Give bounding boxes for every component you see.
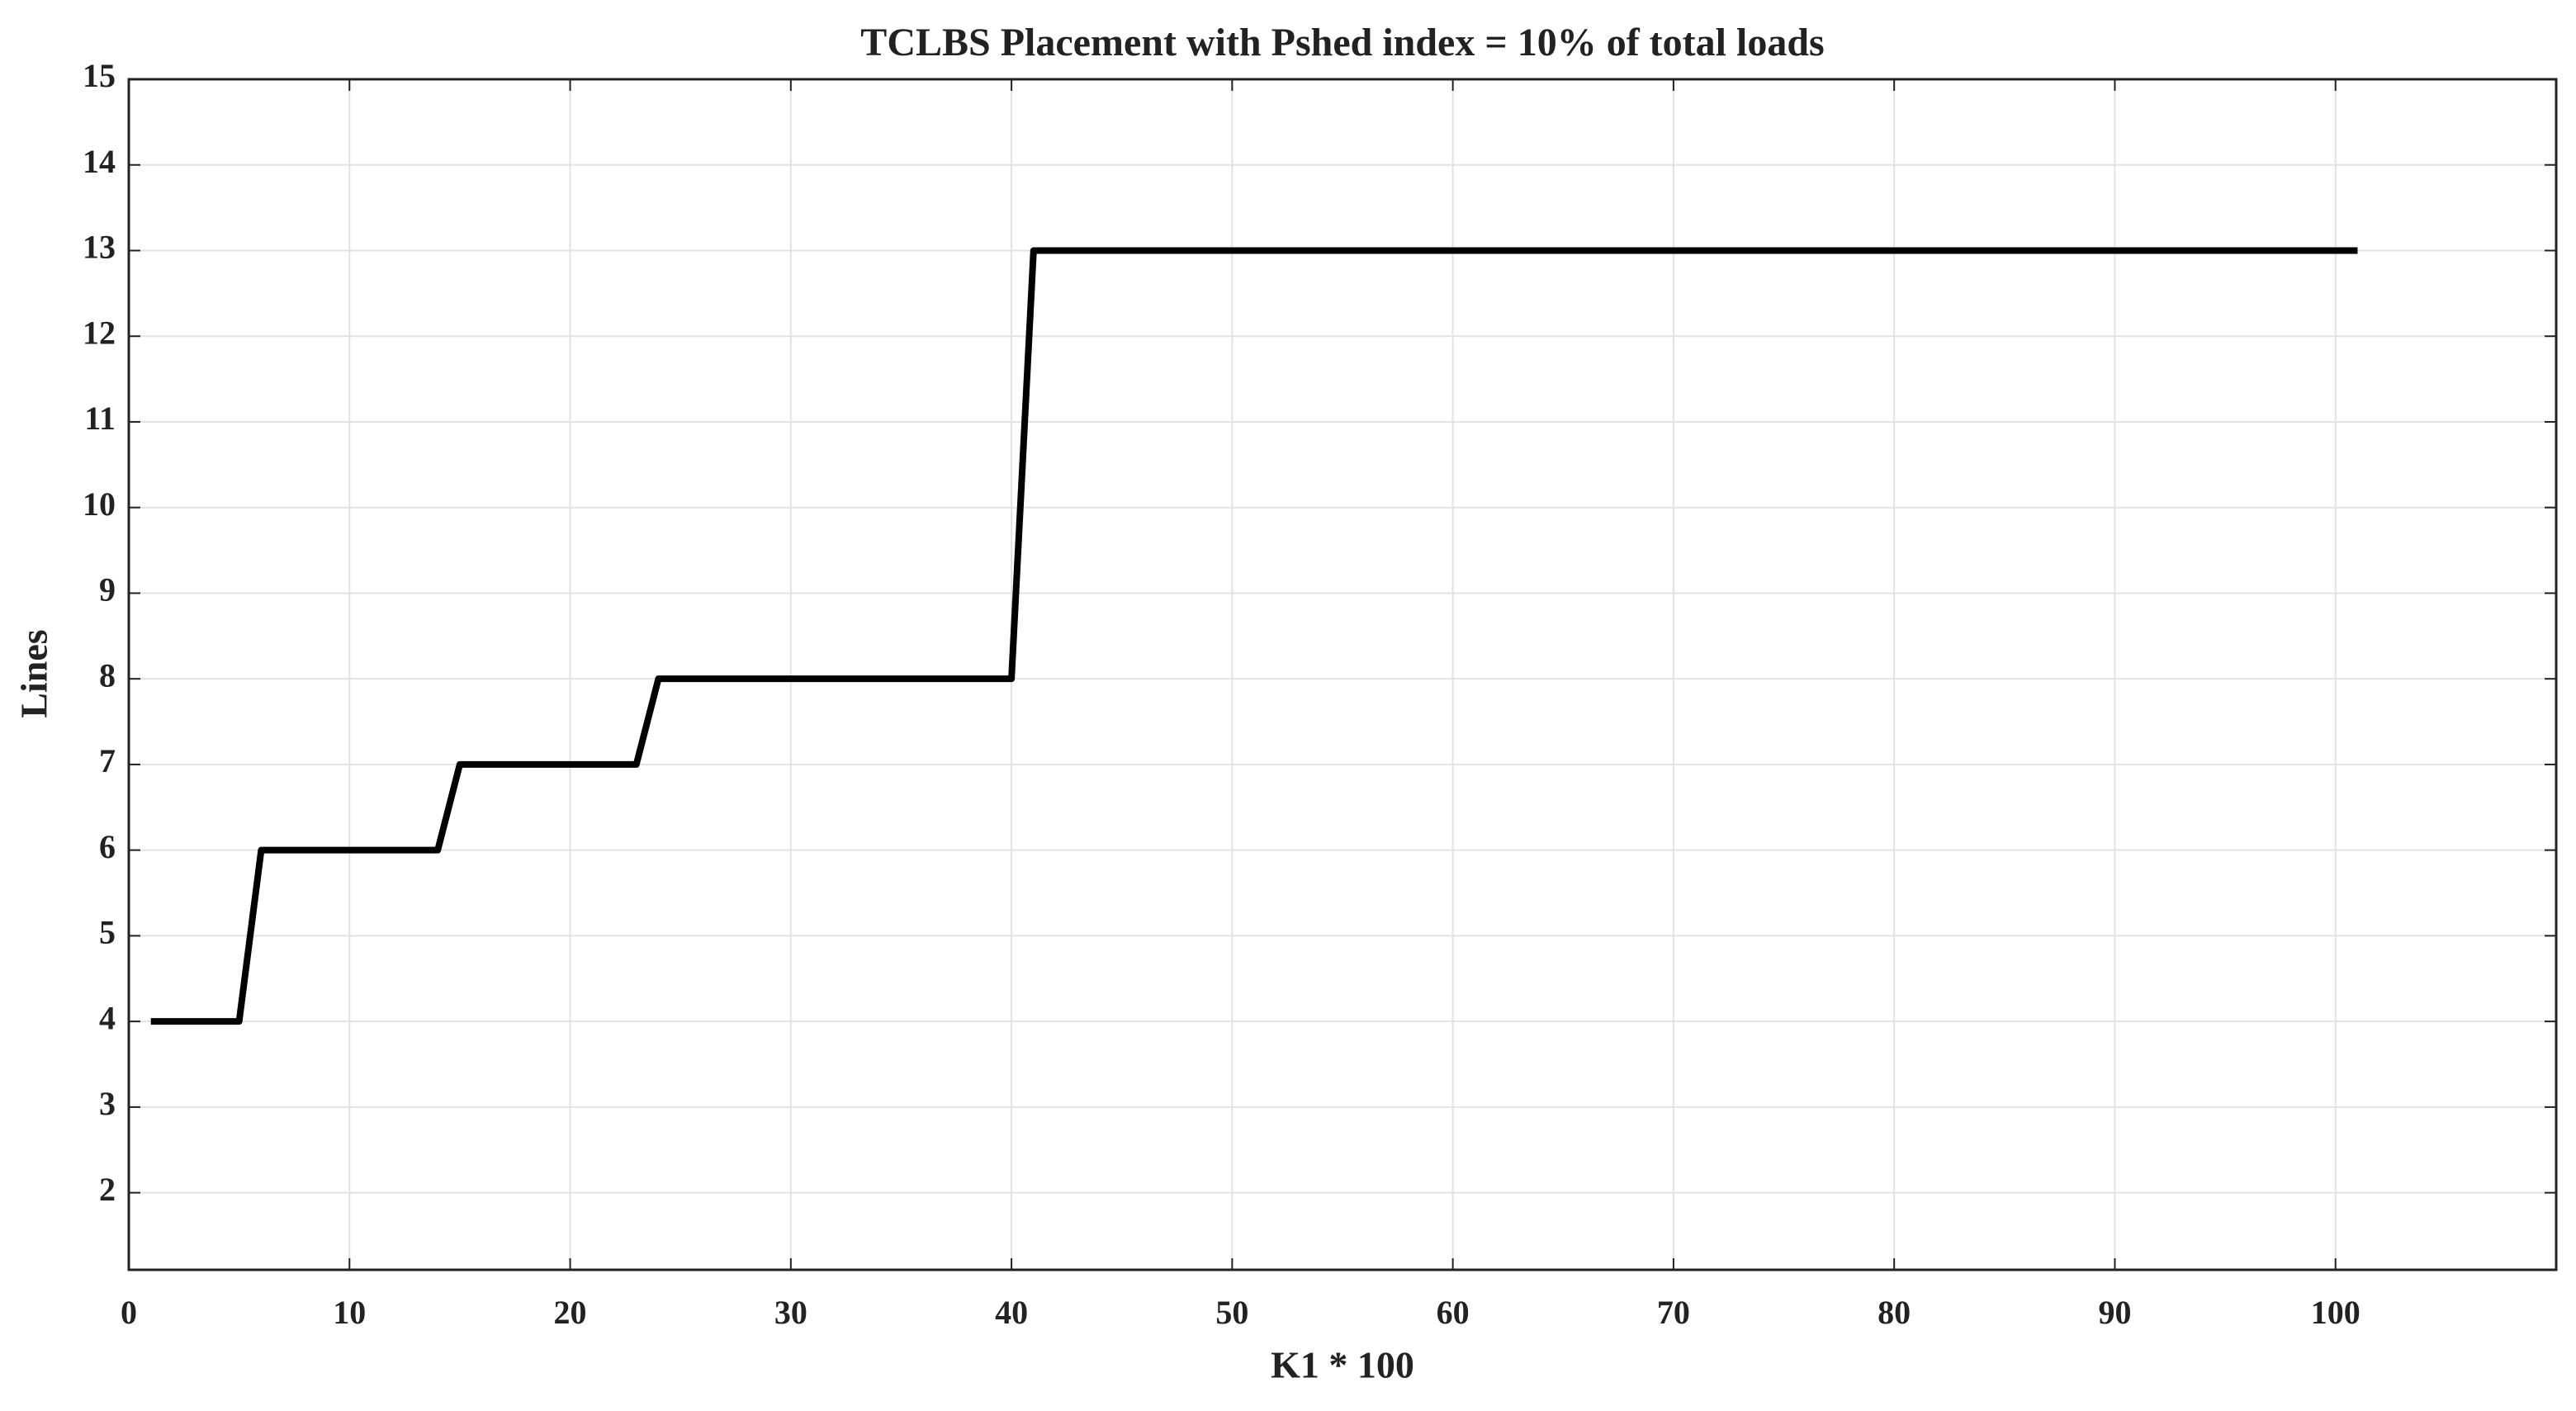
y-tick-label: 15 xyxy=(83,57,116,94)
x-tick-label: 10 xyxy=(333,1294,366,1331)
chart-title: TCLBS Placement with Pshed index = 10% o… xyxy=(860,21,1824,64)
y-tick-label: 10 xyxy=(83,485,116,523)
x-tick-label: 100 xyxy=(2311,1294,2361,1331)
x-axis-label: K1 * 100 xyxy=(1271,1344,1414,1386)
y-tick-label: 7 xyxy=(99,742,116,779)
plot-frame xyxy=(127,78,2558,1271)
x-tick-label: 40 xyxy=(995,1294,1028,1331)
y-tick-label: 5 xyxy=(99,914,116,951)
x-tick-label: 60 xyxy=(1437,1294,1470,1331)
x-tick-label: 0 xyxy=(121,1294,137,1331)
y-tick-label: 13 xyxy=(83,229,116,266)
y-tick-label: 2 xyxy=(99,1171,116,1208)
y-axis-label: Lines xyxy=(13,629,55,717)
y-tick-label: 3 xyxy=(99,1085,116,1122)
x-tick-label: 20 xyxy=(554,1294,587,1331)
data-line xyxy=(150,247,2358,1025)
x-tick-label: 90 xyxy=(2098,1294,2131,1331)
x-tick-label: 70 xyxy=(1657,1294,1690,1331)
y-tick-label: 12 xyxy=(83,314,116,351)
x-tick-label: 80 xyxy=(1878,1294,1911,1331)
y-tick-label: 4 xyxy=(99,999,116,1036)
y-tick-label: 11 xyxy=(84,400,116,437)
x-tick-label: 30 xyxy=(774,1294,807,1331)
y-tick-label: 8 xyxy=(99,656,116,694)
x-tick-label: 50 xyxy=(1215,1294,1248,1331)
y-tick-label: 6 xyxy=(99,828,116,865)
y-tick-label: 14 xyxy=(83,143,116,180)
y-tick-label: 9 xyxy=(99,571,116,608)
